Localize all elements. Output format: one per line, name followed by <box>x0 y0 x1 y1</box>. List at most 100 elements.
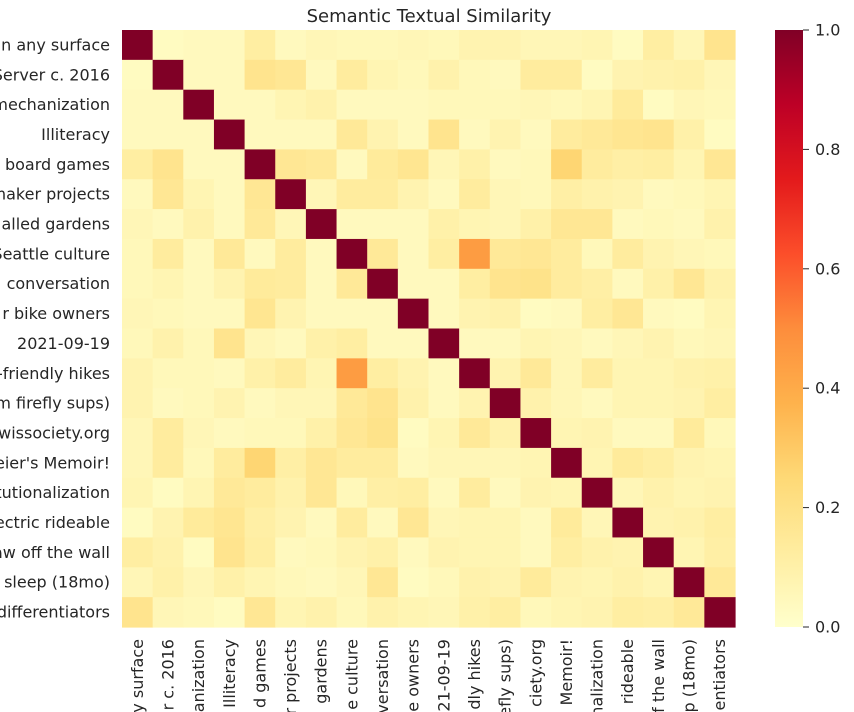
heatmap-cell <box>643 507 675 539</box>
heatmap-cell <box>643 477 675 509</box>
heatmap-cell <box>459 298 491 330</box>
heatmap-cell <box>275 567 307 598</box>
heatmap-cell <box>428 30 460 61</box>
heatmap-cell <box>489 238 522 270</box>
heatmap-cell <box>183 149 215 180</box>
heatmap-cell <box>275 328 307 359</box>
column-tick-label: ciety.org <box>526 639 545 707</box>
column-tick-label: rideable <box>618 639 637 704</box>
heatmap-cell <box>581 298 613 330</box>
heatmap-cell <box>244 597 276 628</box>
heatmap-cell <box>213 149 246 180</box>
heatmap-cell <box>428 119 460 150</box>
heatmap-cell <box>183 179 215 210</box>
row-tick-label: Illiteracy <box>41 125 110 144</box>
heatmap-cell <box>673 209 705 240</box>
heatmap-cell <box>704 298 736 330</box>
heatmap-cell <box>612 179 644 210</box>
heatmap-cell <box>152 388 184 419</box>
heatmap-cell <box>336 30 368 61</box>
heatmap-cell <box>612 30 644 61</box>
heatmap-cell <box>581 418 613 449</box>
heatmap-cell <box>673 30 705 61</box>
heatmap-cell <box>122 298 154 330</box>
heatmap-cell <box>183 119 215 150</box>
heatmap-cell <box>367 567 399 598</box>
heatmap-cell <box>367 89 399 121</box>
heatmap-cell <box>336 597 368 628</box>
heatmap-cell <box>397 119 430 150</box>
heatmap-cell <box>643 268 675 300</box>
heatmap-cell <box>336 298 368 330</box>
heatmap-cell <box>244 89 276 121</box>
colorbar-tick-label: 0.8 <box>815 140 840 159</box>
heatmap-cell <box>367 597 399 628</box>
heatmap-cell <box>612 119 644 150</box>
heatmap-cell <box>367 149 399 180</box>
heatmap-cell <box>183 238 215 270</box>
heatmap-cell <box>122 179 154 210</box>
heatmap-cell <box>489 477 522 509</box>
heatmap-cell <box>520 358 552 389</box>
row-tick-label: conversation <box>7 274 110 293</box>
heatmap-cell <box>152 238 184 270</box>
heatmap-cell <box>489 388 522 419</box>
heatmap-cell <box>275 209 307 240</box>
heatmap-cell <box>305 30 338 61</box>
heatmap-cell <box>581 59 613 91</box>
heatmap-cell <box>520 507 552 539</box>
heatmap-cell <box>183 388 215 419</box>
heatmap-cell <box>122 597 154 628</box>
heatmap-cell <box>704 537 736 568</box>
heatmap-cell <box>152 149 184 180</box>
heatmap-cell <box>152 119 184 150</box>
heatmap-cell <box>459 89 491 121</box>
heatmap-cell <box>459 59 491 91</box>
heatmap-cell <box>428 358 460 389</box>
heatmap-cell <box>551 298 583 330</box>
heatmap-cell <box>520 418 552 449</box>
row-tick-label: 2021-09-19 <box>17 334 110 353</box>
heatmap-cell <box>244 567 276 598</box>
heatmap-cell <box>520 89 552 121</box>
heatmap-cell <box>305 567 338 598</box>
heatmap-cell <box>673 89 705 121</box>
heatmap-cell <box>305 238 338 270</box>
heatmap-cell <box>581 119 613 150</box>
heatmap-cell <box>336 418 368 449</box>
heatmap-cell <box>489 119 522 150</box>
heatmap-cell <box>612 358 644 389</box>
heatmap-cell <box>152 597 184 628</box>
heatmap-cell <box>643 418 675 449</box>
heatmap-cell <box>152 358 184 389</box>
row-tick-label: n any surface <box>1 35 110 54</box>
heatmap-cell <box>336 59 368 91</box>
heatmap-cell <box>397 477 430 509</box>
row-tick-labels: n any surface Server c. 2016 mechanization… <box>0 35 110 621</box>
colorbar-tick-label: 0.6 <box>815 259 840 278</box>
heatmap-cell <box>244 238 276 270</box>
heatmap-cell <box>520 328 552 359</box>
heatmap-cell <box>305 268 338 300</box>
heatmap-cell <box>336 268 368 300</box>
heatmap-cell <box>367 59 399 91</box>
heatmap-cell <box>673 179 705 210</box>
heatmap-cell <box>581 149 613 180</box>
heatmap-cell <box>459 358 491 389</box>
heatmap-cell <box>183 328 215 359</box>
heatmap-cell <box>520 537 552 568</box>
heatmap-cell <box>244 149 276 180</box>
heatmap-cell <box>122 30 154 61</box>
row-tick-label: r bike owners <box>2 304 110 323</box>
heatmap-cell <box>152 477 184 509</box>
heatmap-cell <box>367 179 399 210</box>
heatmap-cell <box>551 418 583 449</box>
heatmap-cell <box>336 209 368 240</box>
heatmap-cell <box>581 238 613 270</box>
heatmap-cell <box>122 507 154 539</box>
heatmap-cell <box>673 268 705 300</box>
column-tick-label: nalization <box>588 639 607 712</box>
heatmap-cell <box>336 238 368 270</box>
heatmap-cell <box>673 358 705 389</box>
heatmap-cell <box>428 567 460 598</box>
